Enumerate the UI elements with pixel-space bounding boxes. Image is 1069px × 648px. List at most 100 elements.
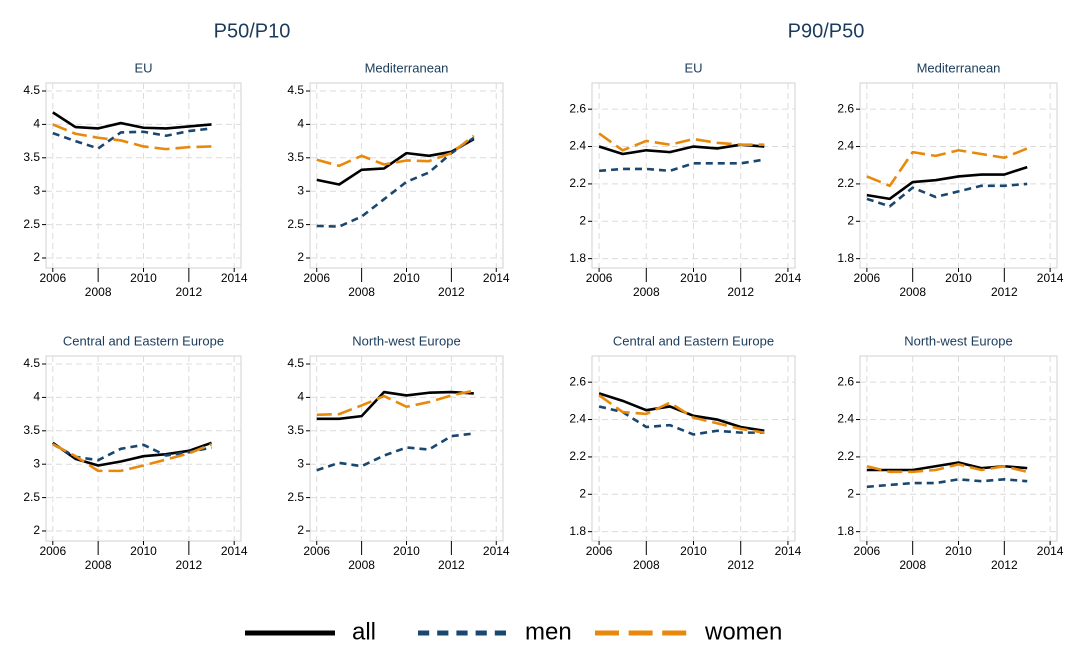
group-title: P50/P10 xyxy=(214,20,291,42)
x-tick-label: 2010 xyxy=(680,271,707,285)
y-tick-label: 1.8 xyxy=(837,251,854,265)
x-tick-label: 2010 xyxy=(393,271,420,285)
y-tick-label: 2.5 xyxy=(287,490,304,504)
series-line xyxy=(316,137,475,186)
y-tick-label: 2.6 xyxy=(837,101,854,115)
x-tick-label: 2012 xyxy=(727,558,754,572)
y-tick-label: 2 xyxy=(33,250,40,264)
y-tick-label: 2.2 xyxy=(569,176,586,190)
series-line xyxy=(866,182,1028,208)
series-line xyxy=(598,143,765,156)
panel-title: Central and Eastern Europe xyxy=(613,333,774,348)
y-tick-label: 2.4 xyxy=(569,139,586,153)
y-tick-label: 2 xyxy=(33,523,40,537)
y-tick-label: 2.4 xyxy=(837,139,854,153)
series-line xyxy=(598,158,765,173)
x-tick-label: 2012 xyxy=(727,285,754,299)
y-tick-label: 2.4 xyxy=(569,412,586,426)
series-line xyxy=(316,432,474,472)
y-tick-label: 3 xyxy=(33,456,40,470)
legend-label: women xyxy=(704,618,782,645)
panel-title: EU xyxy=(684,60,702,75)
series-line xyxy=(866,478,1028,489)
y-tick-label: 3 xyxy=(33,183,40,197)
y-tick-label: 2.2 xyxy=(569,449,586,463)
x-tick-label: 2014 xyxy=(775,544,802,558)
x-tick-label: 2006 xyxy=(39,271,66,285)
x-tick-label: 2010 xyxy=(393,544,420,558)
series-line xyxy=(598,394,765,434)
x-tick-label: 2006 xyxy=(303,544,330,558)
y-tick-label: 4.5 xyxy=(23,356,40,370)
panel-title: EU xyxy=(134,60,152,75)
y-tick-label: 2 xyxy=(297,523,304,537)
x-tick-label: 2014 xyxy=(221,271,248,285)
series-line xyxy=(52,123,212,151)
x-tick-label: 2014 xyxy=(1037,271,1064,285)
series-line xyxy=(866,147,1028,188)
series-line xyxy=(52,127,212,150)
x-tick-label: 2008 xyxy=(348,285,375,299)
y-tick-label: 3.5 xyxy=(23,423,40,437)
y-tick-label: 3.5 xyxy=(287,150,304,164)
x-tick-label: 2010 xyxy=(680,544,707,558)
series-line xyxy=(316,136,475,228)
series-line xyxy=(598,405,765,436)
x-tick-label: 2008 xyxy=(85,285,112,299)
y-tick-label: 1.8 xyxy=(569,251,586,265)
x-tick-label: 2006 xyxy=(854,544,881,558)
y-tick-label: 2.5 xyxy=(23,490,40,504)
x-tick-label: 2008 xyxy=(899,285,926,299)
y-tick-label: 1.8 xyxy=(569,524,586,538)
x-tick-label: 2014 xyxy=(1037,544,1064,558)
series-line xyxy=(52,111,212,130)
x-tick-label: 2012 xyxy=(438,558,465,572)
x-tick-label: 2006 xyxy=(854,271,881,285)
y-tick-label: 2 xyxy=(297,250,304,264)
panel-title: Central and Eastern Europe xyxy=(63,333,224,348)
legend-label: all xyxy=(352,618,376,645)
x-tick-label: 2006 xyxy=(303,271,330,285)
series-line xyxy=(316,390,474,421)
x-tick-label: 2006 xyxy=(586,544,613,558)
x-tick-label: 2012 xyxy=(991,285,1018,299)
y-tick-label: 2 xyxy=(847,213,854,227)
y-tick-label: 2.4 xyxy=(837,412,854,426)
y-tick-label: 4 xyxy=(297,390,304,404)
x-tick-label: 2014 xyxy=(775,271,802,285)
y-tick-label: 2 xyxy=(847,486,854,500)
panel-title: North-west Europe xyxy=(352,333,460,348)
x-tick-label: 2006 xyxy=(586,271,613,285)
x-tick-label: 2012 xyxy=(175,558,202,572)
panel-title: Mediterranean xyxy=(365,60,449,75)
y-tick-label: 4.5 xyxy=(23,83,40,97)
group-title: P90/P50 xyxy=(788,20,865,42)
y-tick-label: 2.2 xyxy=(837,176,854,190)
x-tick-label: 2012 xyxy=(991,558,1018,572)
x-tick-label: 2008 xyxy=(348,558,375,572)
y-tick-label: 2.5 xyxy=(287,217,304,231)
x-tick-label: 2014 xyxy=(483,544,510,558)
x-tick-label: 2010 xyxy=(130,271,157,285)
y-tick-label: 4 xyxy=(297,117,304,131)
y-tick-label: 2.6 xyxy=(569,101,586,115)
y-tick-label: 2 xyxy=(579,486,586,500)
x-tick-label: 2012 xyxy=(175,285,202,299)
x-tick-label: 2008 xyxy=(633,558,660,572)
y-tick-label: 1.8 xyxy=(837,524,854,538)
y-tick-label: 4.5 xyxy=(287,83,304,97)
x-tick-label: 2010 xyxy=(945,271,972,285)
legend-label: men xyxy=(525,618,572,645)
x-tick-label: 2014 xyxy=(221,544,248,558)
series-line xyxy=(316,134,475,168)
series-line xyxy=(316,389,475,417)
y-tick-label: 3 xyxy=(297,183,304,197)
panel-title: North-west Europe xyxy=(904,333,1012,348)
x-tick-label: 2012 xyxy=(438,285,465,299)
x-tick-label: 2008 xyxy=(85,558,112,572)
panel-title: Mediterranean xyxy=(917,60,1001,75)
y-tick-label: 3.5 xyxy=(287,423,304,437)
y-tick-label: 2.2 xyxy=(837,449,854,463)
series-line xyxy=(866,463,1028,474)
